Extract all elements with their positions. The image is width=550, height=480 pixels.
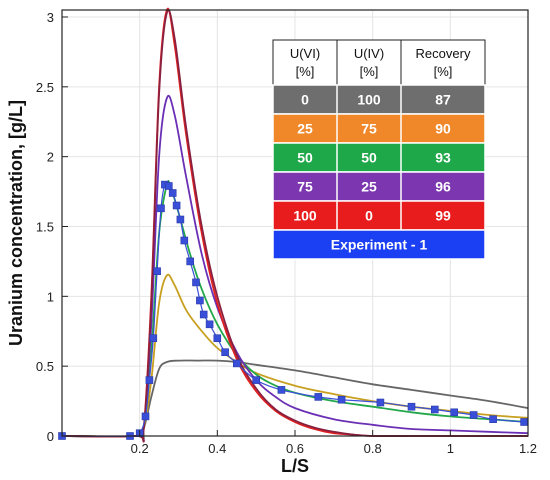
y-tick-label-4: 2 <box>47 150 54 165</box>
experiment-point-19 <box>213 334 222 343</box>
y-tick-label-0: 0 <box>47 429 54 444</box>
legend-cell-0-2: 87 <box>435 92 451 108</box>
experiment-point-30 <box>469 411 478 419</box>
experiment-point-24 <box>314 393 323 401</box>
experiment-point-20 <box>221 348 229 357</box>
experiment-point-32 <box>520 418 528 426</box>
y-tick-label-1: 0.5 <box>36 359 54 374</box>
experiment-point-29 <box>450 408 459 417</box>
legend-header-0-line2: [%] <box>296 64 315 79</box>
legend-row-3 <box>272 171 486 202</box>
experiment-point-27 <box>407 402 416 411</box>
legend-cell-1-2: 90 <box>435 121 451 137</box>
experiment-point-14 <box>186 257 194 266</box>
experiment-point-11 <box>172 201 181 210</box>
legend-cell-2-2: 93 <box>435 150 451 166</box>
series-line-0 <box>61 359 529 438</box>
experiment-point-31 <box>489 415 497 424</box>
experiment-point-4 <box>145 376 154 384</box>
legend-cell-3-0: 75 <box>297 179 313 195</box>
experiment-point-7 <box>157 204 165 213</box>
experiment-point-6 <box>153 267 161 276</box>
legend-footer-text: Experiment - 1 <box>331 237 428 253</box>
x-axis-ticks: 0.2 0.4 0.6 0.8 1 1.2 <box>131 430 537 456</box>
y-tick-label-2: 1 <box>47 289 54 304</box>
series-line-3 <box>61 94 529 440</box>
experiment-point-18 <box>205 320 214 329</box>
experiment-point-13 <box>180 236 189 245</box>
legend-row-2 <box>272 142 486 173</box>
experiment-point-22 <box>252 376 260 384</box>
legend-cell-0-0: 0 <box>301 92 309 108</box>
legend-row-1 <box>272 113 486 144</box>
legend-footer <box>272 229 486 260</box>
x-tick-label-0: 0.2 <box>131 441 149 456</box>
legend-header-bg <box>272 39 486 86</box>
experiment-point-21 <box>233 359 241 368</box>
legend-cell-0-1: 100 <box>357 92 381 108</box>
x-axis-title: L/S <box>281 456 309 476</box>
legend-cell-4-1: 0 <box>365 208 373 224</box>
x-tick-label-1: 0.4 <box>208 441 226 456</box>
legend-table: U(VI) [%] U(IV) [%] Recovery [%] 0 100 87 25 75 90 5… <box>272 39 486 260</box>
experiment-point-25 <box>337 395 346 404</box>
experiment-point-23 <box>277 386 286 394</box>
legend-header-1-line1: U(IV) <box>354 46 384 61</box>
legend-cell-3-1: 25 <box>361 179 377 195</box>
legend-header-1-line2: [%] <box>360 64 379 79</box>
experiment-point-26 <box>376 398 385 407</box>
series-line-5 <box>61 9 528 443</box>
legend-cell-3-2: 96 <box>435 179 451 195</box>
x-tick-label-3: 0.8 <box>364 441 382 456</box>
y-tick-label-6: 3 <box>47 10 54 25</box>
experiment-point-12 <box>176 215 185 224</box>
legend-cell-1-1: 75 <box>361 121 377 137</box>
legend-cell-2-1: 50 <box>361 150 377 166</box>
legend-cell-4-0: 100 <box>293 208 317 224</box>
experiment-point-5 <box>149 334 158 343</box>
experiment-point-16 <box>196 296 204 305</box>
legend-header-2-line1: Recovery <box>416 46 471 61</box>
x-tick-label-4: 1 <box>447 441 454 456</box>
experiment-point-9 <box>165 182 173 190</box>
y-tick-label-3: 1.5 <box>36 219 54 234</box>
x-tick-label-5: 1.2 <box>519 441 537 456</box>
experiment-point-17 <box>199 310 208 319</box>
legend-header-2-line2: [%] <box>434 64 453 79</box>
x-tick-label-2: 0.6 <box>286 441 304 456</box>
y-axis-ticks: 0 0.5 1 1.5 2 2.5 3 <box>36 10 68 444</box>
experiment-point-28 <box>430 405 439 414</box>
experiment-point-10 <box>168 189 177 197</box>
legend-cell-1-0: 25 <box>297 121 313 137</box>
legend-cell-4-2: 99 <box>435 208 451 224</box>
y-axis-title: Uranium concentration, [g/L] <box>6 100 26 346</box>
legend-cell-2-0: 50 <box>297 150 313 166</box>
experiment-point-15 <box>192 278 200 287</box>
experiment-point-3 <box>141 412 150 421</box>
legend-header-0-line1: U(VI) <box>290 46 320 61</box>
y-tick-label-5: 2.5 <box>36 80 54 95</box>
